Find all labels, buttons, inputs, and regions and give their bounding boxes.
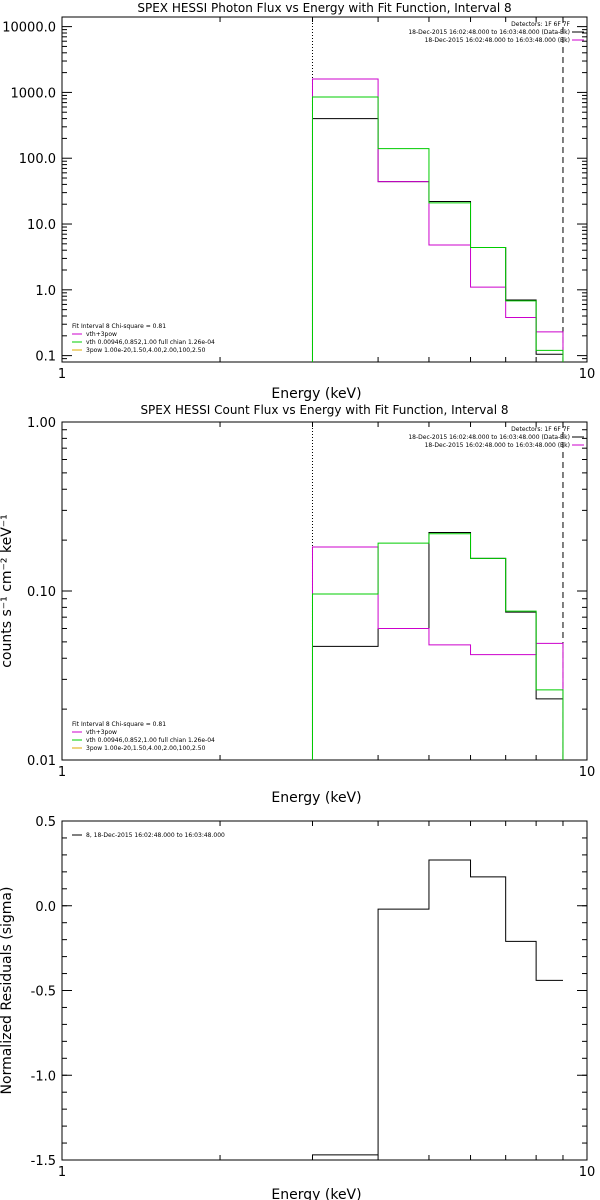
y-tick-label: -0.5	[31, 985, 56, 1000]
chart-panel-3: 1 10 -1.5 -1.0 -0.5 0.0 0.5 Energy (keV) Normali…	[0, 815, 595, 1200]
legend-entry: vth+3pow	[86, 331, 117, 338]
y-axis-label: Normalized Residuals (sigma)	[0, 887, 15, 1095]
legend-entry: vth 0.00946,0.852,1.00 full chian 1.26e-…	[86, 737, 215, 744]
plot-frame	[61, 421, 588, 761]
y-tick-label: 0.5	[35, 815, 56, 830]
chart-title: SPEX HESSI Count Flux vs Energy with Fit…	[140, 403, 508, 417]
y-tick-label: 0.0	[35, 900, 56, 915]
x-minor-ticks	[219, 821, 564, 1160]
x-axis-label: Energy (keV)	[271, 1187, 361, 1200]
x-tick-label: 1	[58, 367, 66, 382]
x-tick-label: 10	[579, 367, 596, 382]
y-minor-ticks	[62, 429, 587, 710]
legend-entry: 3pow 1.00e-20,1.50,4.00,2.00,100,2.50	[86, 347, 206, 354]
legend-entry: 18-Dec-2015 16:02:48.000 to 16:03:48.000…	[425, 37, 570, 44]
x-tick-label: 1	[58, 1165, 66, 1180]
series-line-1	[311, 859, 563, 1160]
legend-header: Detectors: 1F 6F 7F	[511, 426, 570, 433]
x-axis-label: Energy (keV)	[271, 386, 361, 402]
y-tick-label: 1.0	[35, 284, 56, 299]
x-tick-label: 1	[58, 765, 66, 780]
series-line-1	[311, 118, 564, 362]
y-tick-label: 10.0	[27, 218, 56, 233]
y-tick-label: 0.01	[27, 754, 56, 769]
y-tick-label: 1.00	[27, 416, 56, 431]
legend-header: Fit Interval 8 Chi-square = 0.81	[72, 721, 166, 728]
y-tick-label: 10000.0	[2, 21, 56, 36]
y-axis-label: counts s⁻¹ cm⁻² keV⁻¹	[0, 514, 15, 668]
series-line-3	[311, 533, 564, 760]
y-tick-label: 0.1	[35, 350, 56, 365]
legend-entry: vth+3pow	[86, 729, 117, 736]
x-tick-label: 10	[579, 765, 596, 780]
series-line-1	[311, 531, 564, 760]
legend-entry: 8, 18-Dec-2015 16:02:48.000 to 16:03:48.…	[86, 832, 225, 839]
legend-entry: vth 0.00946,0.852,1.00 full chian 1.26e-…	[86, 339, 215, 346]
legend-entry: 18-Dec-2015 16:02:48.000 to 16:03:48.000…	[425, 442, 570, 449]
legend-entry: 18-Dec-2015 16:02:48.000 to 16:03:48.000…	[408, 29, 570, 36]
chart-title: SPEX HESSI Photon Flux vs Energy with Fi…	[137, 1, 511, 15]
series-line-2	[311, 546, 564, 760]
chart-panel-2: SPEX HESSI Count Flux vs Energy with Fit…	[0, 403, 595, 806]
series-line-3	[311, 96, 564, 362]
legend-header: Detectors: 1F 6F 7F	[511, 21, 570, 28]
y-tick-label: 100.0	[19, 152, 56, 167]
legend-entry: 3pow 1.00e-20,1.50,4.00,2.00,100,2.50	[86, 745, 206, 752]
chart-panel-1: SPEX HESSI Photon Flux vs Energy with Fi…	[2, 1, 595, 402]
plot-frame	[61, 820, 588, 1161]
plot-frame	[61, 16, 588, 363]
y-tick-label: 0.10	[27, 585, 56, 600]
x-minor-ticks	[219, 422, 564, 760]
x-tick-label: 10	[579, 1165, 596, 1180]
y-tick-label: -1.5	[31, 1154, 56, 1169]
y-minor-ticks	[62, 820, 587, 1161]
legend-entry: 18-Dec-2015 16:02:48.000 to 16:03:48.000…	[408, 434, 570, 441]
legend-header: Fit Interval 8 Chi-square = 0.81	[72, 323, 166, 330]
y-tick-label: -1.0	[31, 1069, 56, 1084]
x-axis-label: Energy (keV)	[271, 790, 361, 806]
y-minor-ticks	[62, 29, 587, 360]
x-minor-ticks	[219, 17, 564, 362]
y-tick-label: 1000.0	[11, 86, 57, 101]
series-line-2	[311, 78, 564, 362]
